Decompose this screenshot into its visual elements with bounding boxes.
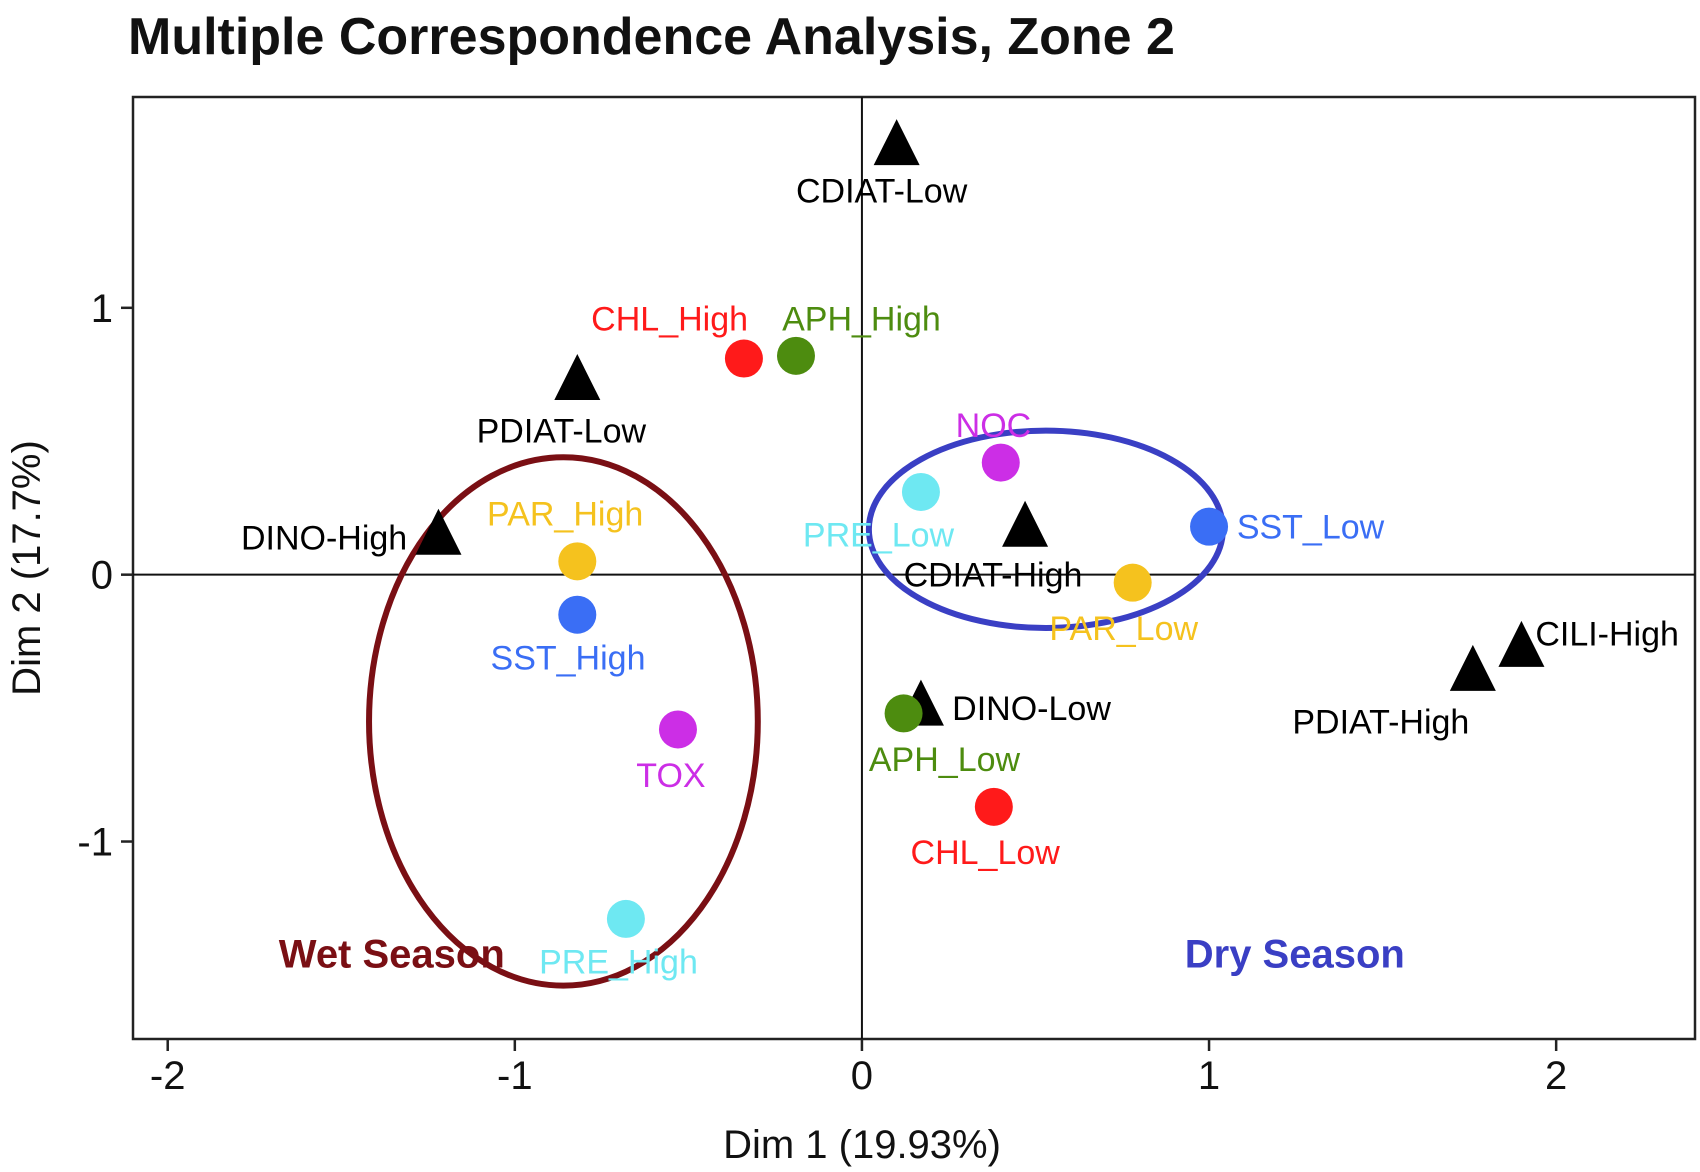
triangle-marker-cili-high [1498, 620, 1545, 667]
circle-marker-pre-high [606, 899, 645, 938]
point-label-sst-low: SST_Low [1237, 509, 1385, 547]
point-labels: CDIAT-Low PDIAT-Low DINO-High CDIAT-High CIL… [241, 172, 1679, 981]
plot-frame [131, 95, 1697, 1041]
point-label-chl-high: CHL_High [591, 300, 748, 338]
circle-marker-aph-low [884, 694, 923, 733]
point-label-pdiat-high: PDIAT-High [1292, 703, 1469, 741]
point-label-pdiat-low: PDIAT-Low [477, 413, 647, 451]
circle-marker-noc [981, 443, 1020, 482]
circle-marker-tox [658, 710, 697, 749]
chart-title: Multiple Correspondence Analysis, Zone 2 [128, 8, 1175, 66]
circle-marker-aph-high [776, 336, 815, 375]
point-label-chl-low: CHL_Low [911, 834, 1061, 872]
triangle-marker-dino-high [415, 508, 462, 555]
triangle-marker-pdiat-low [554, 354, 601, 401]
triangle-marker-cdiat-low [873, 119, 920, 166]
point-label-par-low: PAR_Low [1049, 610, 1198, 648]
y-tick-label: -1 [77, 821, 113, 865]
point-label-dino-low: DINO-Low [952, 690, 1111, 728]
x-tick-label: -2 [150, 1054, 186, 1098]
circle-marker-pre-low [901, 472, 940, 511]
point-label-cili-high: CILI-High [1535, 615, 1679, 653]
season-labels: Wet Season Dry Season [279, 933, 1405, 977]
wet-season-label: Wet Season [279, 933, 505, 977]
circle-marker-par-low [1113, 563, 1152, 602]
y-tick-label: 0 [91, 554, 113, 598]
y-axis-title: Dim 2 (17.7%) [5, 440, 49, 696]
point-label-pre-high: PRE_High [539, 944, 698, 982]
dry-season-label: Dry Season [1185, 933, 1405, 977]
triangle-marker-pdiat-high [1449, 644, 1496, 691]
point-label-par-high: PAR_High [487, 495, 643, 533]
point-label-sst-high: SST_High [491, 639, 646, 677]
y-tick-label: 1 [91, 287, 113, 331]
x-tick-label: 0 [851, 1054, 873, 1098]
circle-marker-sst-high [558, 595, 597, 634]
x-axis-ticks: -2 -1 0 1 2 [150, 1039, 1567, 1098]
point-label-tox: TOX [636, 757, 705, 795]
point-label-noc: NOC [956, 407, 1032, 445]
point-label-dino-high: DINO-High [241, 519, 407, 557]
point-label-cdiat-low: CDIAT-Low [796, 172, 968, 210]
circle-marker-chl-high [724, 339, 763, 378]
circle-marker-par-high [558, 542, 597, 581]
point-label-aph-high: APH_High [782, 300, 941, 338]
x-tick-label: 1 [1198, 1054, 1220, 1098]
x-tick-label: -1 [497, 1054, 533, 1098]
data-points [415, 119, 1545, 938]
y-axis-ticks: -1 0 1 [77, 287, 133, 865]
circle-marker-sst-low [1190, 507, 1229, 546]
reference-lines [133, 97, 1695, 1039]
point-label-pre-low: PRE_Low [803, 517, 955, 555]
x-tick-label: 2 [1545, 1054, 1567, 1098]
point-label-cdiat-high: CDIAT-High [904, 557, 1083, 595]
x-axis-title: Dim 1 (19.93%) [723, 1123, 1001, 1167]
wet-season-ellipse [366, 454, 761, 989]
triangle-marker-cdiat-high [1002, 500, 1049, 547]
circle-marker-chl-low [974, 787, 1013, 826]
point-label-aph-low: APH_Low [869, 741, 1021, 779]
